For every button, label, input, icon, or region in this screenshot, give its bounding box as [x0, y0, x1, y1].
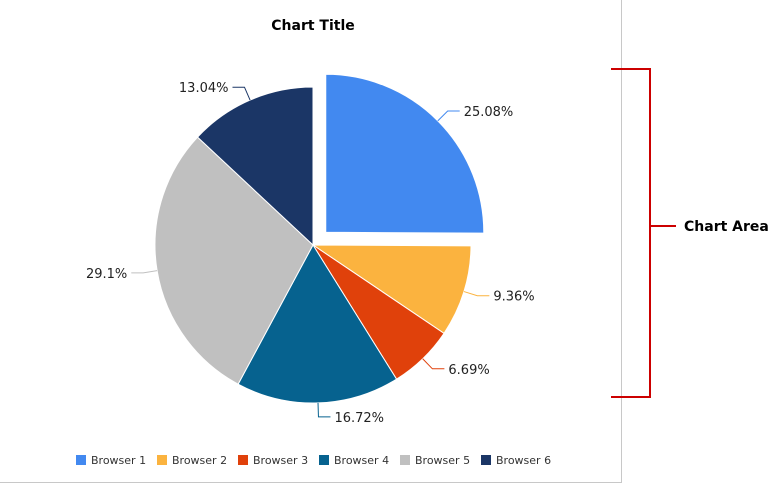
pie-slices — [154, 73, 485, 404]
legend-swatch-2 — [157, 455, 167, 465]
legend-label-5: Browser 5 — [415, 454, 470, 467]
legend-swatch-5 — [400, 455, 410, 465]
chart-area-border — [0, 0, 622, 483]
legend-swatch-1 — [76, 455, 86, 465]
legend-item-4[interactable]: Browser 4 — [319, 454, 389, 467]
leader-line-1 — [437, 110, 460, 122]
pie-slice-1[interactable] — [325, 73, 485, 234]
legend-label-2: Browser 2 — [172, 454, 227, 467]
legend-label-4: Browser 4 — [334, 454, 389, 467]
leader-line-5 — [131, 270, 158, 274]
legend-item-3[interactable]: Browser 3 — [238, 454, 308, 467]
chart-area-label: Chart Area — [684, 219, 769, 235]
data-label-2: 9.36% — [493, 290, 534, 305]
legend-item-2[interactable]: Browser 2 — [157, 454, 227, 467]
pie-slice-6[interactable] — [196, 86, 314, 247]
chart-title: Chart Title — [271, 18, 355, 34]
legend-label-3: Browser 3 — [253, 454, 308, 467]
legend-swatch-6 — [481, 455, 491, 465]
legend-item-1[interactable]: Browser 1 — [76, 454, 146, 467]
chart-area-bracket: Chart Area — [611, 68, 769, 398]
legend-label-1: Browser 1 — [91, 454, 146, 467]
leader-lines — [131, 86, 490, 418]
data-label-5: 29.1% — [86, 267, 127, 282]
bracket-line — [611, 68, 676, 398]
data-label-3: 6.69% — [448, 363, 489, 378]
data-label-6: 13.04% — [179, 81, 229, 96]
legend-swatch-4 — [319, 455, 329, 465]
legend-label-6: Browser 6 — [496, 454, 551, 467]
legend-item-5[interactable]: Browser 5 — [400, 454, 470, 467]
leader-line-3 — [422, 358, 445, 370]
data-label-4: 16.72% — [334, 411, 384, 426]
pie-slice-4[interactable] — [237, 244, 398, 404]
leader-line-2 — [463, 291, 490, 297]
data-label-1: 25.08% — [464, 105, 514, 120]
data-labels: 25.08% 9.36% 6.69% 16.72% 29.1% 13.04% — [86, 81, 535, 426]
legend-item-6[interactable]: Browser 6 — [481, 454, 551, 467]
leader-line-6 — [232, 86, 251, 101]
pie-slice-2[interactable] — [311, 244, 472, 335]
legend-swatch-3 — [238, 455, 248, 465]
pie-slice-5[interactable] — [154, 136, 314, 385]
leader-line-4 — [317, 402, 331, 418]
legend: Browser 1 Browser 2 Browser 3 Browser 4 Brow… — [76, 454, 551, 467]
